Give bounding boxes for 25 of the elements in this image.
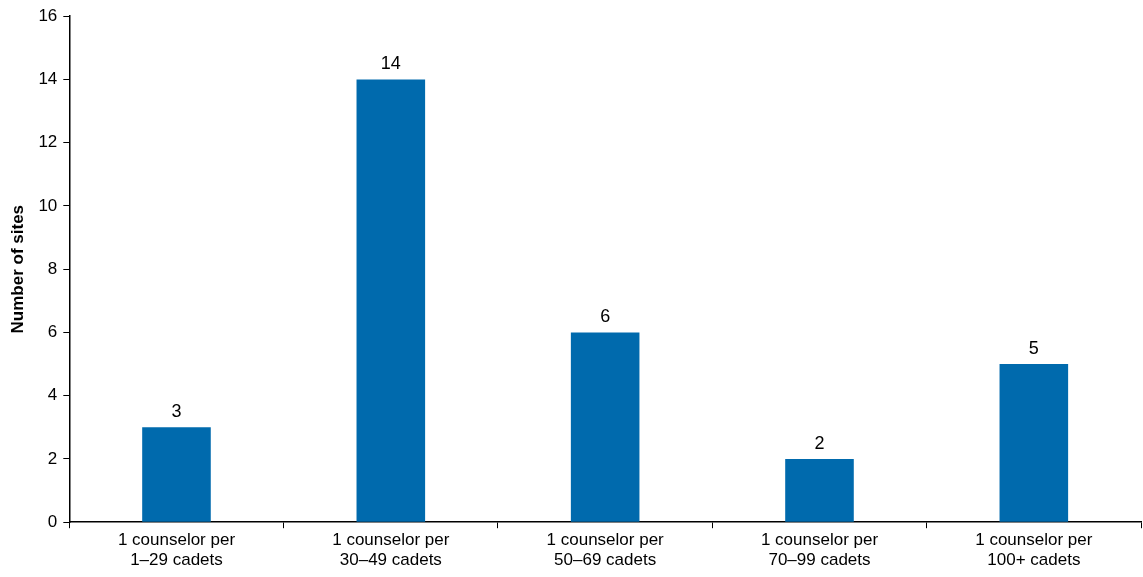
bar: [570, 332, 640, 522]
bar: [356, 79, 426, 522]
data-label: 14: [380, 53, 401, 74]
y-tick-label: 4: [47, 385, 58, 405]
x-tick-label: 1 counselor per 70–99 cadets: [760, 530, 879, 570]
data-label: 3: [171, 401, 182, 422]
y-tick-label: 12: [38, 132, 58, 152]
x-tick-label: 1 counselor per 1–29 cadets: [117, 530, 236, 570]
y-tick-label: 14: [38, 69, 58, 89]
y-tick-label: 8: [47, 258, 58, 278]
y-axis-title: Number of sites: [7, 204, 27, 334]
x-tick-label: 1 counselor per 30–49 cadets: [332, 530, 450, 570]
y-tick-label: 10: [38, 195, 58, 215]
bar: [142, 427, 211, 522]
bar: [785, 458, 854, 522]
x-tick-label: 1 counselor per 50–69 cadets: [546, 530, 665, 570]
data-label: 2: [814, 432, 825, 453]
y-tick-label: 6: [47, 322, 58, 342]
y-tick-label: 16: [38, 5, 58, 25]
y-tick-label: 2: [47, 448, 58, 468]
x-tick-label: 1 counselor per 100+ cadets: [975, 530, 1093, 570]
bar: [999, 364, 1069, 522]
data-label: 6: [600, 306, 611, 327]
y-tick-label: 0: [47, 511, 58, 531]
data-label: 5: [1028, 338, 1039, 359]
